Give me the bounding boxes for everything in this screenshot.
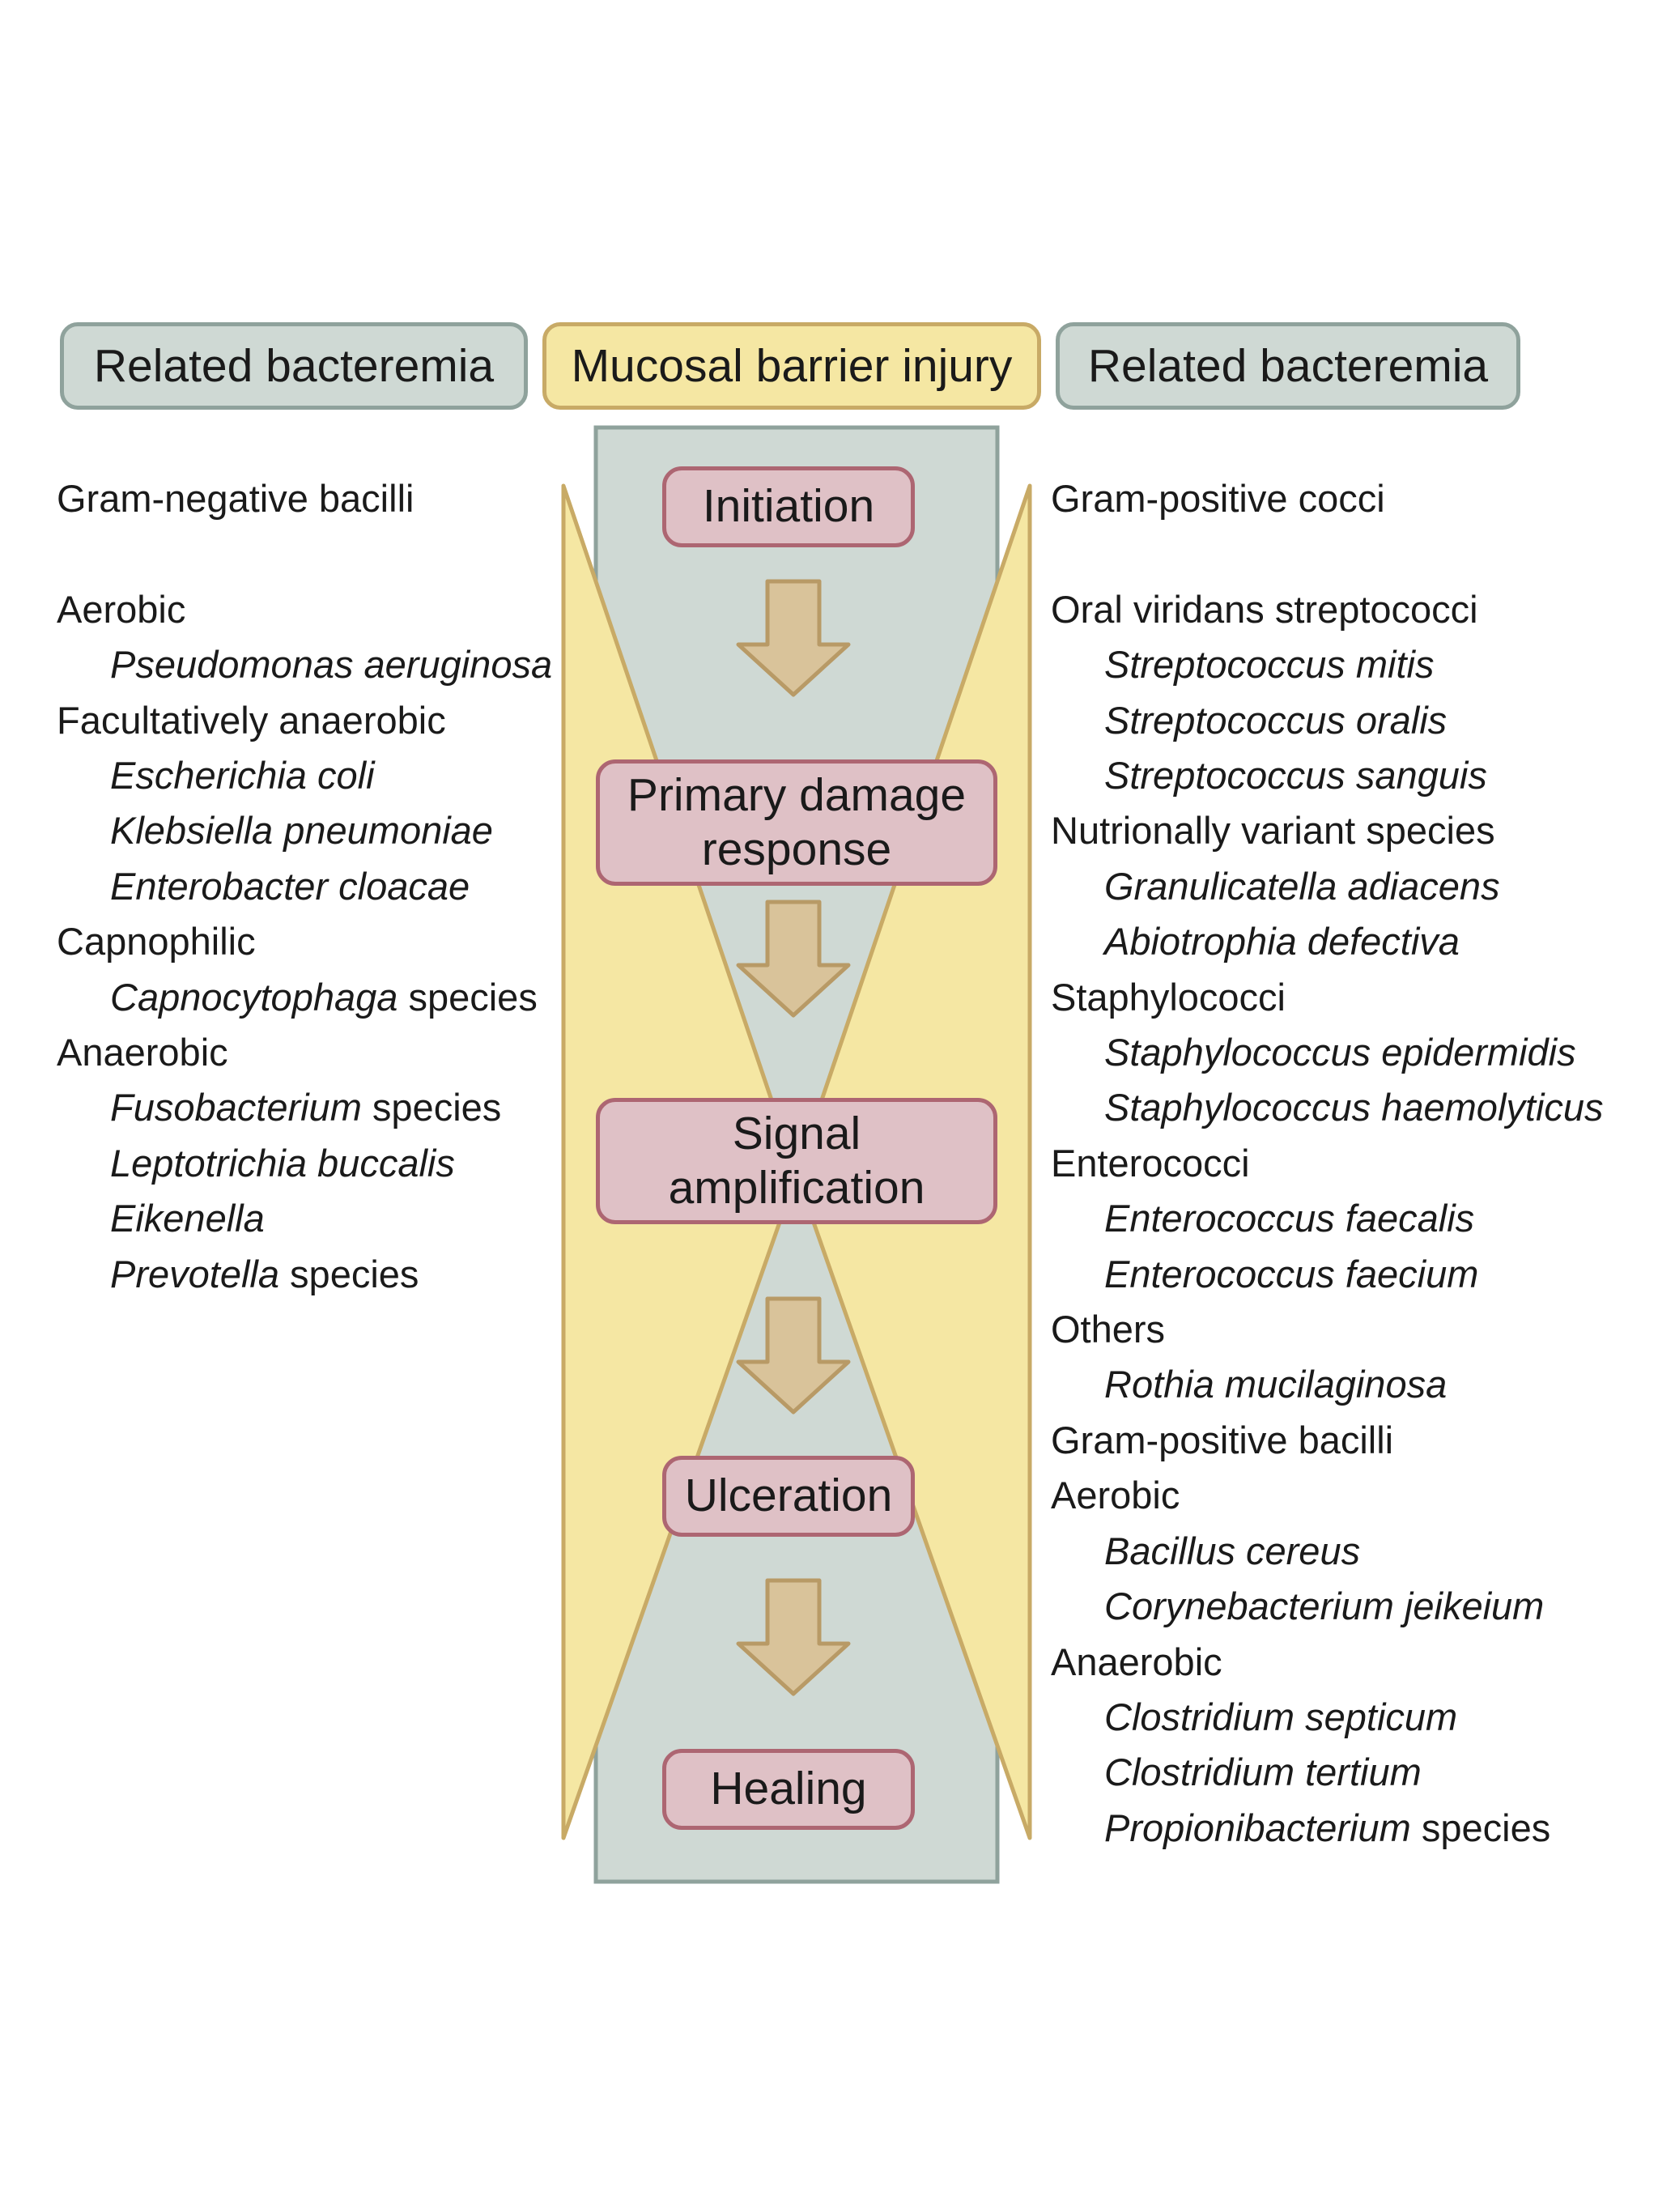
right-list-species-name: Staphylococcus haemolyticus	[1104, 1086, 1604, 1129]
left-list-species-name: Pseudomonas aeruginosa	[110, 643, 553, 687]
right-list-species-name: Propionibacterium	[1104, 1806, 1411, 1849]
stage-signal-amplification: Signal amplification	[596, 1098, 997, 1224]
down-arrow-icon-3	[736, 1296, 851, 1414]
right-bacteria-list: Gram-positive cocci Oral viridans strepto…	[1051, 471, 1604, 1856]
right-list-species: Streptococcus sanguis	[1051, 748, 1604, 803]
left-list-species-name: Capnocytophaga	[110, 975, 398, 1019]
stage-ulceration-label: Ulceration	[684, 1470, 893, 1522]
right-list-species: Corynebacterium jeikeium	[1051, 1579, 1604, 1634]
right-list-species-name: Clostridium septicum	[1104, 1695, 1458, 1738]
stage-initiation-label: Initiation	[702, 480, 875, 533]
right-list-species: Bacillus cereus	[1051, 1524, 1604, 1579]
right-list-category: Gram-positive bacilli	[1051, 1418, 1394, 1461]
left-list-species: Leptotrichia buccalis	[57, 1136, 552, 1191]
left-list-category: Anaerobic	[57, 1031, 228, 1074]
right-list-species: Staphylococcus epidermidis	[1051, 1025, 1604, 1080]
left-list-species: Escherichia coli	[57, 748, 552, 803]
stage-ulceration: Ulceration	[662, 1456, 915, 1537]
right-list-category: Nutrionally variant species	[1051, 809, 1495, 853]
left-list-species-name: Eikenella	[110, 1197, 265, 1240]
right-list-species: Granulicatella adiacens	[1051, 859, 1604, 914]
stage-healing-label: Healing	[710, 1763, 867, 1815]
header-right-label: Related bacteremia	[1087, 340, 1489, 392]
left-list-species-name: Prevotella	[110, 1252, 279, 1295]
right-list-species-name: Clostridium tertium	[1104, 1750, 1422, 1794]
stage-primary-damage-response: Primary damage response	[596, 759, 997, 886]
right-list-species-name: Staphylococcus epidermidis	[1104, 1031, 1576, 1074]
left-list-species-name: Leptotrichia buccalis	[110, 1141, 455, 1185]
left-list-species: Fusobacterium species	[57, 1080, 552, 1135]
left-list-species-name: Escherichia coli	[110, 754, 375, 798]
right-list-species-name: Streptococcus mitis	[1104, 643, 1435, 687]
right-list-species: Abiotrophia defectiva	[1051, 914, 1604, 969]
left-list-spacer	[57, 526, 552, 581]
left-list-species-suffix: species	[397, 975, 538, 1019]
left-list-species: Enterobacter cloacae	[57, 859, 552, 914]
down-arrow-icon-1	[736, 579, 851, 697]
left-list-species: Capnocytophaga species	[57, 970, 552, 1025]
right-list-category: Others	[1051, 1308, 1166, 1351]
right-list-spacer	[1051, 526, 1604, 581]
left-list-species: Pseudomonas aeruginosa	[57, 637, 552, 692]
right-list-category: Gram-positive cocci	[1051, 477, 1385, 520]
right-list-species: Clostridium tertium	[1051, 1745, 1604, 1800]
right-list-species-name: Granulicatella adiacens	[1104, 864, 1500, 908]
right-list-species-name: Enterococcus faecalis	[1104, 1197, 1475, 1240]
left-list-category: Capnophilic	[57, 920, 256, 963]
right-list-species: Staphylococcus haemolyticus	[1051, 1080, 1604, 1135]
right-list-species: Streptococcus mitis	[1051, 637, 1604, 692]
right-list-species-name: Enterococcus faecium	[1104, 1252, 1479, 1295]
right-list-species: Rothia mucilaginosa	[1051, 1357, 1604, 1412]
left-list-species-name: Enterobacter cloacae	[110, 864, 470, 908]
right-list-species-name: Rothia mucilaginosa	[1104, 1363, 1448, 1406]
stage-healing: Healing	[662, 1749, 915, 1830]
left-list-category: Gram-negative bacilli	[57, 477, 414, 520]
left-list-species: Klebsiella pneumoniae	[57, 803, 552, 858]
header-left: Related bacteremia	[60, 322, 528, 410]
right-list-species: Clostridium septicum	[1051, 1690, 1604, 1745]
header-center: Mucosal barrier injury	[542, 322, 1041, 410]
stage-primary-damage-line1: Primary damage	[627, 768, 967, 821]
header-left-label: Related bacteremia	[93, 340, 495, 392]
left-list-species: Prevotella species	[57, 1247, 552, 1302]
right-list-category: Oral viridans streptococci	[1051, 587, 1478, 631]
right-list-species: Enterococcus faecium	[1051, 1247, 1604, 1302]
left-list-species-name: Klebsiella pneumoniae	[110, 809, 493, 853]
right-list-species-name: Bacillus cereus	[1104, 1529, 1361, 1572]
left-list-species-suffix: species	[279, 1252, 419, 1295]
stage-initiation: Initiation	[662, 466, 915, 547]
left-list-species-suffix: species	[361, 1086, 502, 1129]
right-list-species-name: Streptococcus sanguis	[1104, 754, 1487, 798]
left-list-category: Facultatively anaerobic	[57, 698, 446, 742]
stage-primary-damage-line2: response	[701, 823, 892, 875]
right-list-species: Propionibacterium species	[1051, 1801, 1604, 1856]
left-bacteria-list: Gram-negative bacilli Aerobic Pseudomonas …	[57, 471, 552, 1302]
left-list-species-name: Fusobacterium	[110, 1086, 362, 1129]
stage-signal-amplification-line2: amplification	[668, 1162, 925, 1214]
stage-signal-amplification-line1: Signal	[732, 1107, 861, 1159]
right-list-species-name: Abiotrophia defectiva	[1104, 920, 1460, 963]
down-arrow-icon-4	[736, 1578, 851, 1696]
right-list-species-name: Corynebacterium jeikeium	[1104, 1585, 1545, 1628]
right-list-category: Aerobic	[1051, 1474, 1180, 1517]
right-list-category: Enterococci	[1051, 1141, 1250, 1185]
header-right: Related bacteremia	[1056, 322, 1520, 410]
left-list-category: Aerobic	[57, 587, 186, 631]
right-list-category: Staphylococci	[1051, 975, 1286, 1019]
right-list-species-name: Streptococcus oralis	[1104, 698, 1448, 742]
header-center-label: Mucosal barrier injury	[571, 340, 1013, 392]
right-list-species: Streptococcus oralis	[1051, 693, 1604, 748]
down-arrow-icon-2	[736, 900, 851, 1018]
right-list-species-suffix: species	[1410, 1806, 1551, 1849]
left-list-species: Eikenella	[57, 1191, 552, 1246]
right-list-species: Enterococcus faecalis	[1051, 1191, 1604, 1246]
right-list-category: Anaerobic	[1051, 1640, 1222, 1683]
